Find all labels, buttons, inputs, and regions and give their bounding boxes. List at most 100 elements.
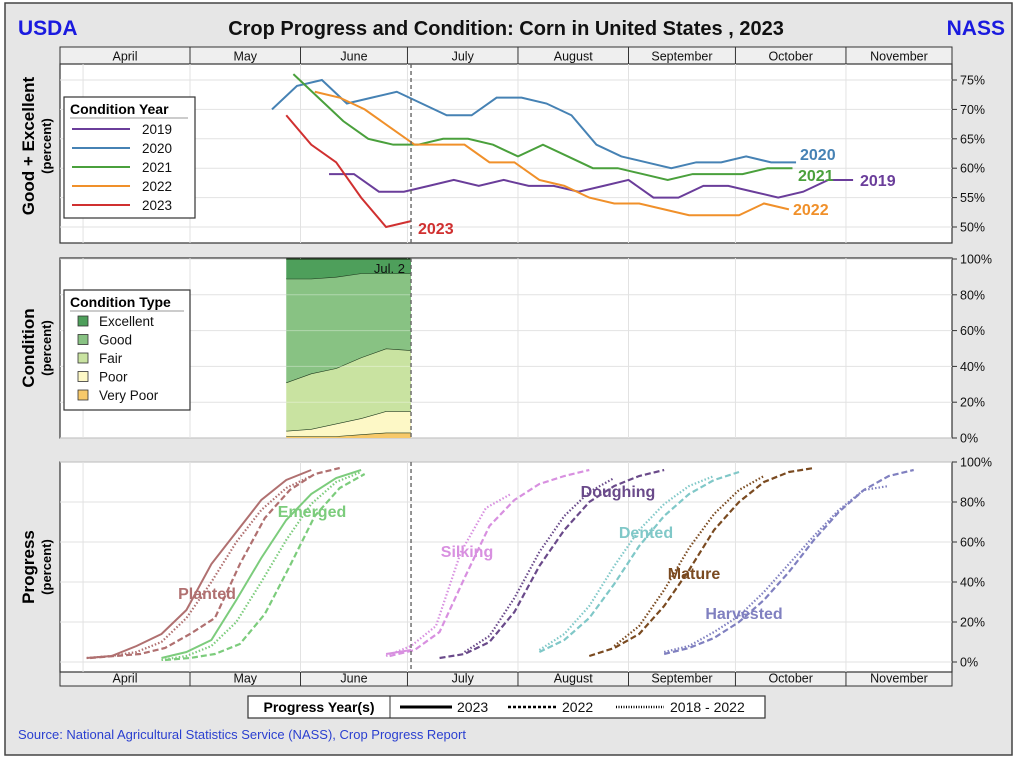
progress-line-silking-dotted	[385, 493, 512, 658]
y-tick-label: 20%	[960, 396, 985, 410]
progress-line-planted-solid	[86, 469, 312, 659]
month-label: July	[452, 50, 475, 64]
source-note: Source: National Agricultural Statistics…	[18, 727, 466, 742]
good-excellent-panel: 50% 55% 60% 65% 70% 75% 2019 2020 2021 2022 2023	[59, 63, 985, 244]
progress-line-silking-dashed	[389, 468, 590, 658]
y-tick-label: 75%	[960, 74, 985, 88]
month-label: June	[340, 672, 367, 686]
series-end-label: 2020	[800, 147, 836, 164]
panel2-ylabel: Condition	[19, 308, 38, 387]
month-strip-bottom: April May June July August September October No…	[59, 671, 953, 687]
month-label: April	[112, 672, 137, 686]
legend-label: Fair	[99, 351, 123, 366]
stage-label: Silking	[441, 544, 493, 561]
area-excellent	[286, 259, 412, 279]
legend-label: Excellent	[99, 314, 154, 329]
month-strip-bg	[59, 46, 953, 65]
progress-line-doughing-dotted	[463, 477, 615, 653]
y-tick-label: 20%	[960, 616, 985, 630]
chart-title: Crop Progress and Condition: Corn in Uni…	[228, 18, 784, 40]
month-label: September	[651, 672, 712, 686]
y-tick-label: 70%	[960, 103, 985, 117]
progress-panel: 0% 20% 40% 60% 80% 100% Planted Emerged Silking D…	[59, 456, 992, 673]
y-tick-label: 80%	[960, 496, 985, 510]
line-2021	[292, 73, 793, 181]
y-tick-label: 60%	[960, 536, 985, 550]
stage-label: Emerged	[278, 504, 346, 521]
month-strip-bg	[59, 671, 953, 687]
month-label: October	[768, 50, 812, 64]
legend-title: Progress Year(s)	[263, 699, 374, 715]
line-2020	[271, 78, 797, 170]
legend-label: 2022	[142, 179, 172, 194]
area-boundary	[286, 347, 412, 384]
month-label: April	[112, 50, 137, 64]
legend-label: 2022	[562, 699, 593, 715]
stage-label: Dented	[619, 525, 673, 542]
stage-label: Doughing	[581, 484, 656, 501]
progress-line-doughing-dashed	[439, 468, 665, 660]
progress-line-planted-dotted	[86, 475, 312, 660]
legend-swatch	[77, 334, 89, 345]
area-poor	[286, 411, 412, 437]
plot-area	[59, 63, 953, 244]
panel1-ylabel: Good + Excellent	[19, 76, 38, 215]
y-tick-label: 100%	[960, 456, 992, 470]
month-label: July	[452, 672, 475, 686]
condition-type-legend: Condition Type Excellent Good Fair Poor Very…	[63, 289, 191, 411]
y-tick-label: 60%	[960, 162, 985, 176]
panel2-ylabel-sub: (percent)	[39, 320, 54, 376]
legend-title: Condition Type	[70, 294, 171, 310]
stage-label: Mature	[668, 566, 721, 583]
condition-panel: 0% 20% 40% 60% 80% 100% Jul. 2	[59, 253, 992, 446]
legend-title: Condition Year	[70, 101, 169, 117]
y-tick-label: 60%	[960, 324, 985, 338]
legend-swatch	[77, 389, 89, 401]
stage-label: Harvested	[705, 606, 782, 623]
legend-label: Very Poor	[99, 388, 159, 403]
month-label: May	[233, 50, 257, 64]
month-label: September	[651, 50, 712, 64]
nass-logo: NASS	[947, 17, 1005, 40]
month-label: November	[870, 672, 928, 686]
y-tick-label: 0%	[960, 656, 978, 670]
legend-swatch	[77, 315, 89, 327]
legend-swatch	[77, 352, 89, 364]
plot-area	[59, 257, 953, 439]
y-tick-label: 55%	[960, 191, 985, 205]
legend-label: 2020	[142, 141, 172, 156]
progress-year-legend: Progress Year(s) 2023 2022 2018 - 2022	[247, 695, 766, 719]
y-tick-label: 40%	[960, 360, 985, 374]
legend-label: 2019	[142, 122, 172, 137]
legend-label: 2023	[457, 699, 488, 715]
line-2022	[314, 90, 790, 217]
y-tick-label: 40%	[960, 576, 985, 590]
legend-label: 2023	[142, 198, 172, 213]
month-label: June	[340, 50, 367, 64]
line-2023	[285, 114, 412, 229]
y-tick-label: 100%	[960, 253, 992, 267]
progress-line-emerged-dotted	[161, 470, 362, 662]
progress-line-mature-dashed	[588, 466, 815, 658]
plot-area	[59, 461, 953, 673]
month-label: August	[554, 50, 593, 64]
area-good	[286, 273, 412, 383]
month-label: May	[233, 672, 257, 686]
panel3-ylabel-sub: (percent)	[39, 539, 54, 595]
area-fair	[286, 348, 412, 431]
series-end-label: 2019	[860, 173, 896, 190]
legend-swatch	[77, 371, 89, 382]
y-tick-label: 65%	[960, 132, 985, 146]
progress-line-planted-dashed	[90, 466, 340, 660]
legend-label: 2021	[142, 160, 172, 175]
progress-line-harvested-dotted	[663, 484, 889, 654]
line-2019	[329, 173, 854, 199]
panel3-ylabel: Progress	[19, 530, 38, 604]
series-end-label: 2021	[798, 168, 834, 185]
legend-label: Good	[99, 333, 132, 348]
panel1-ylabel-sub: (percent)	[39, 118, 54, 174]
month-label: August	[554, 672, 593, 686]
legend-label: 2018 - 2022	[670, 699, 745, 715]
series-end-label: 2023	[418, 221, 454, 238]
